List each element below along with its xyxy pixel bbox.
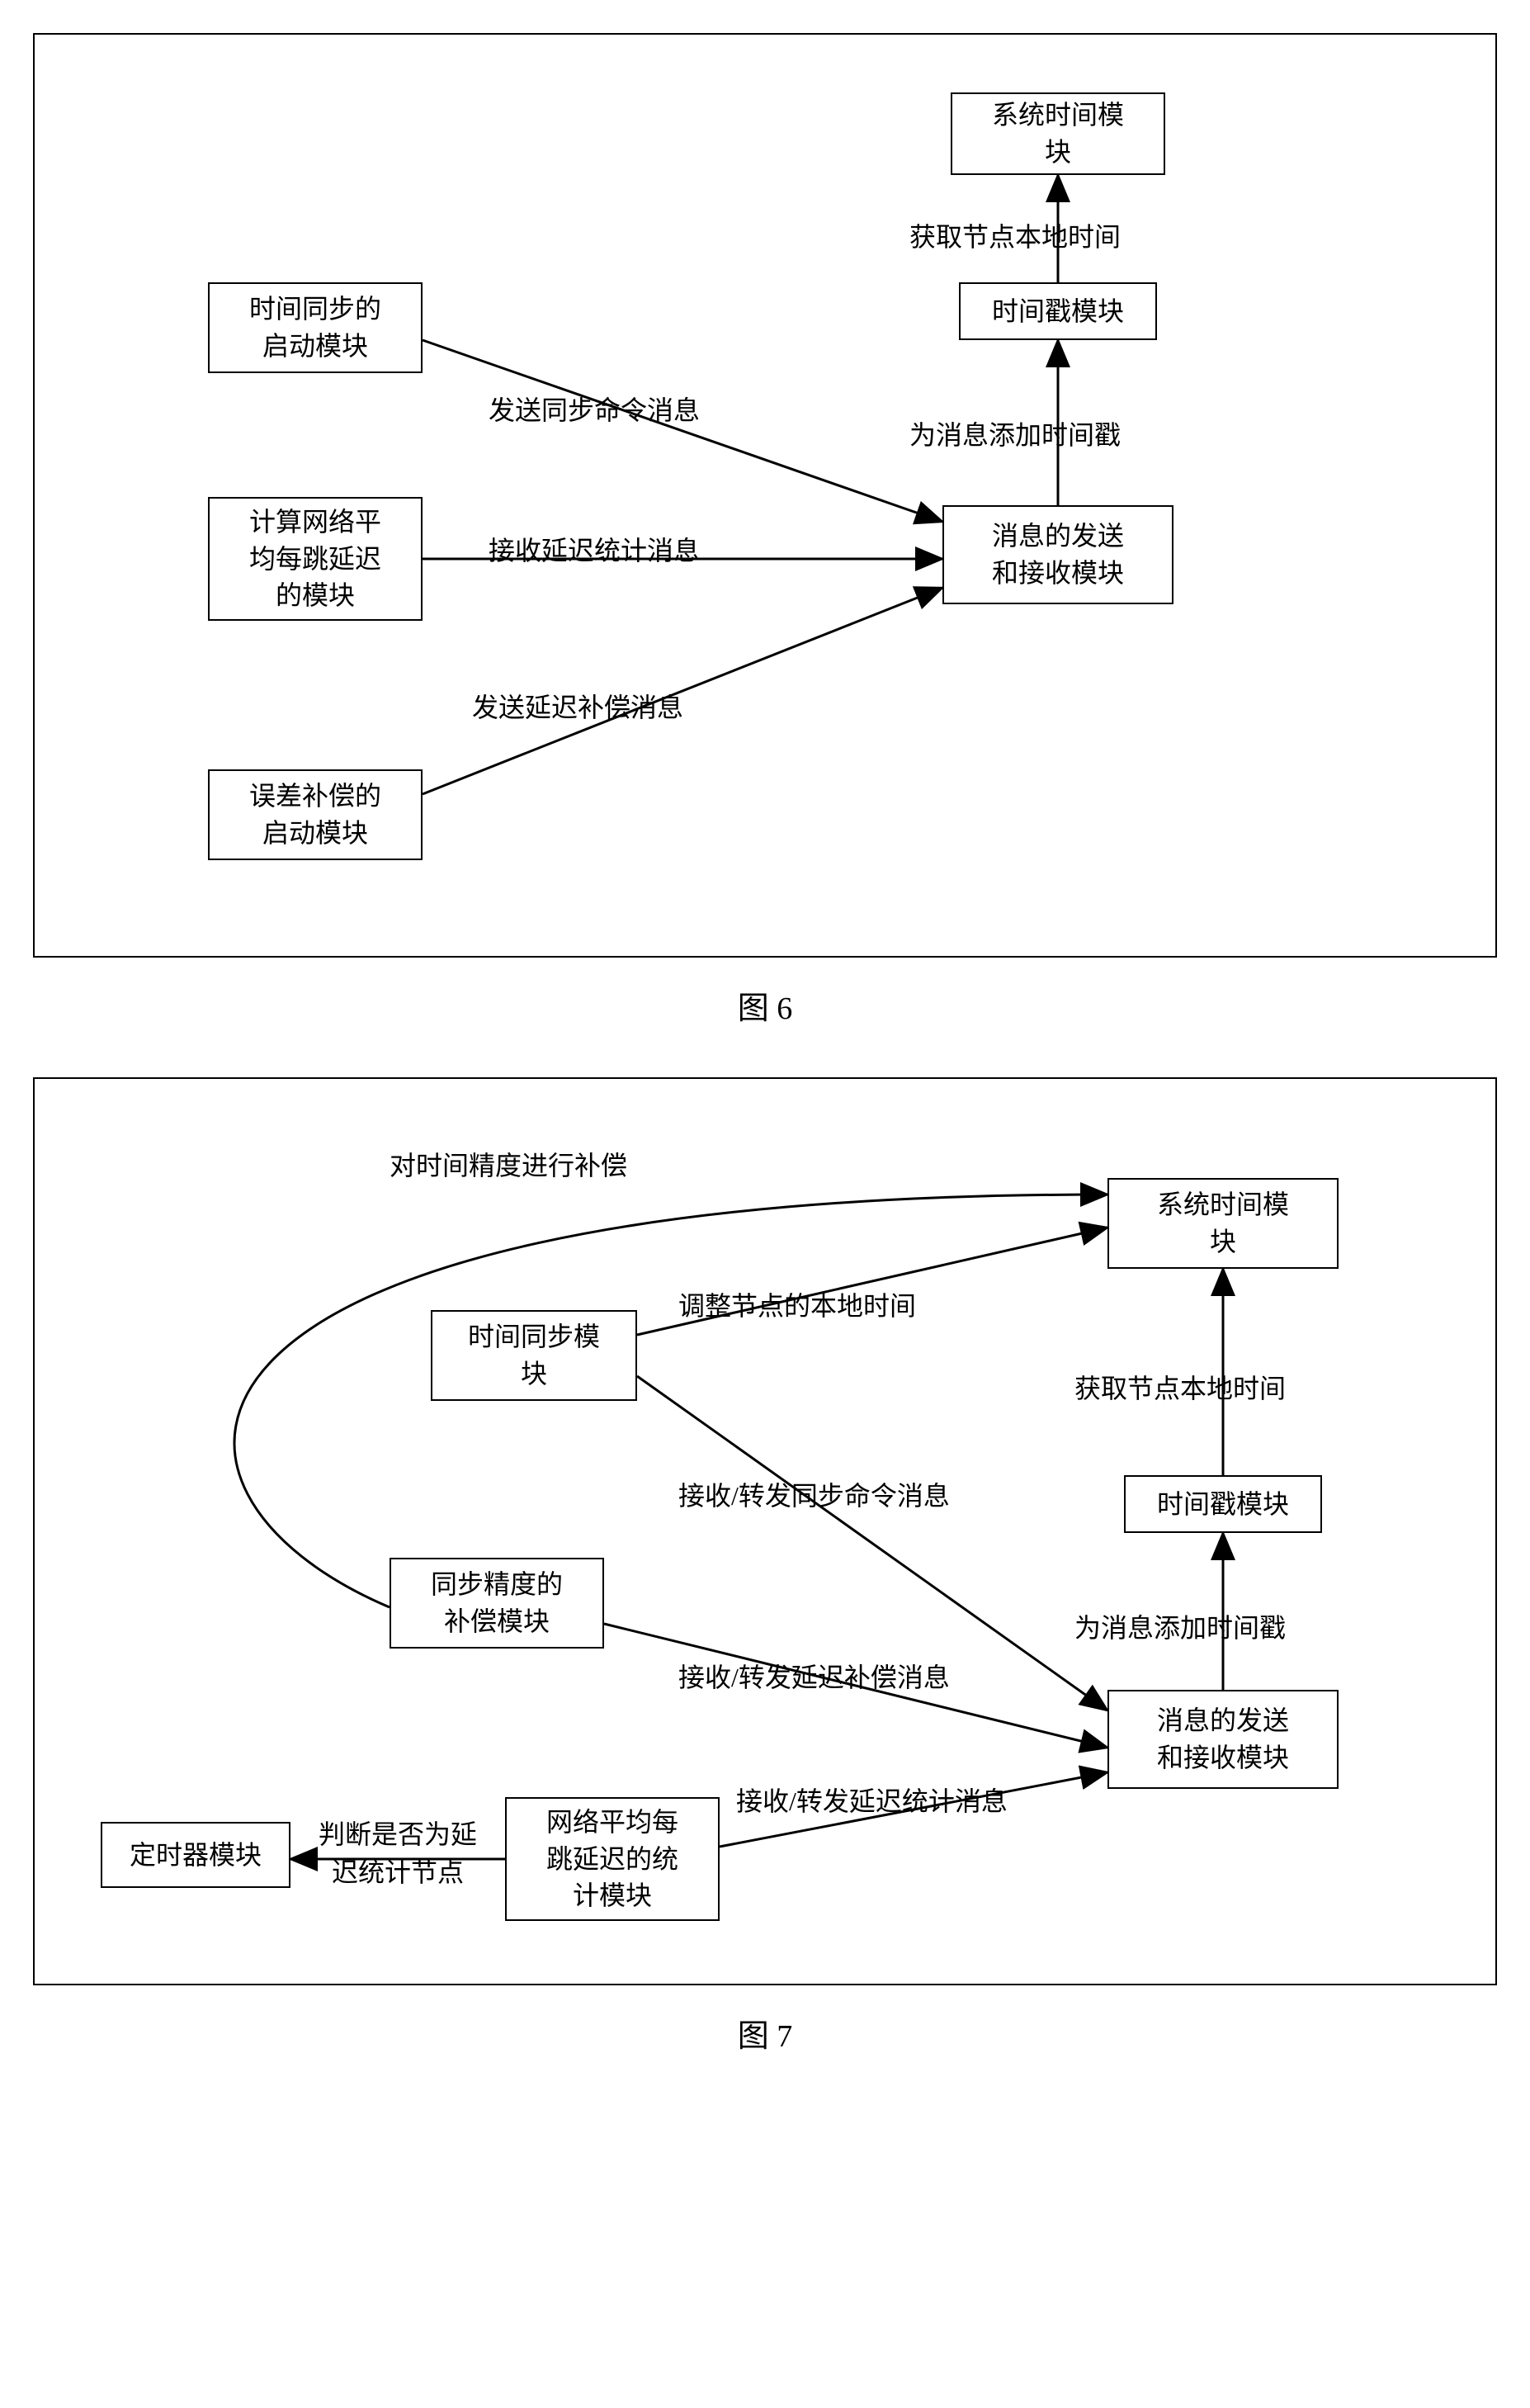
node-timestamp: 时间戳模块 [1124, 1475, 1322, 1533]
node-label: 时间同步的启动模块 [249, 291, 381, 365]
edge-label: 为消息添加时间戳 [909, 414, 1121, 452]
edge-label: 接收/转发同步命令消息 [678, 1475, 950, 1513]
edge-label: 获取节点本地时间 [909, 216, 1121, 254]
node-label: 时间戳模块 [1157, 1486, 1289, 1523]
figure-6-caption: 图 6 [33, 982, 1497, 1028]
edge-label: 接收/转发延迟补偿消息 [678, 1657, 950, 1695]
node-label: 计算网络平均每跳延迟的模块 [249, 504, 381, 614]
edge-label: 发送延迟补偿消息 [472, 687, 683, 725]
figure-7-container: 时间同步模块 同步精度的补偿模块 网络平均每跳延迟的统计模块 定时器模块 消息的… [33, 1077, 1497, 1985]
node-system-time: 系统时间模块 [951, 92, 1165, 175]
node-timer: 定时器模块 [101, 1822, 290, 1888]
node-system-time: 系统时间模块 [1107, 1178, 1339, 1269]
figure-6-container: 时间同步的启动模块 计算网络平均每跳延迟的模块 误差补偿的启动模块 消息的发送和… [33, 33, 1497, 958]
figure-7-caption: 图 7 [33, 2010, 1497, 2056]
node-label: 同步精度的补偿模块 [431, 1566, 563, 1640]
node-sync-start: 时间同步的启动模块 [208, 282, 423, 373]
node-label: 网络平均每跳延迟的统计模块 [546, 1804, 678, 1914]
node-avg-delay: 计算网络平均每跳延迟的模块 [208, 497, 423, 621]
node-sync-mod: 时间同步模块 [431, 1310, 637, 1401]
node-label: 消息的发送和接收模块 [992, 518, 1124, 592]
node-precision-comp: 同步精度的补偿模块 [390, 1558, 604, 1649]
edge-label: 为消息添加时间戳 [1074, 1607, 1286, 1645]
node-net-delay-stat: 网络平均每跳延迟的统计模块 [505, 1797, 720, 1921]
node-label: 消息的发送和接收模块 [1157, 1702, 1289, 1776]
edge-label: 对时间精度进行补偿 [390, 1145, 627, 1183]
edge-label: 接收/转发延迟统计消息 [736, 1781, 1008, 1819]
edge-label: 调整节点的本地时间 [678, 1285, 916, 1323]
node-msg-send-recv: 消息的发送和接收模块 [1107, 1690, 1339, 1789]
node-timestamp: 时间戳模块 [959, 282, 1157, 340]
node-label: 时间同步模块 [468, 1318, 600, 1393]
edge-label: 发送同步命令消息 [489, 390, 700, 428]
edge-label: 获取节点本地时间 [1074, 1368, 1286, 1406]
node-label: 定时器模块 [130, 1837, 262, 1874]
node-error-comp: 误差补偿的启动模块 [208, 769, 423, 860]
node-label: 时间戳模块 [992, 293, 1124, 330]
node-label: 系统时间模块 [1157, 1186, 1289, 1261]
edge-label: 判断是否为延迟统计节点 [315, 1814, 480, 1890]
node-label: 系统时间模块 [992, 97, 1124, 171]
edge-label: 接收延迟统计消息 [489, 530, 700, 568]
node-label: 误差补偿的启动模块 [249, 778, 381, 852]
node-msg-send-recv: 消息的发送和接收模块 [942, 505, 1173, 604]
